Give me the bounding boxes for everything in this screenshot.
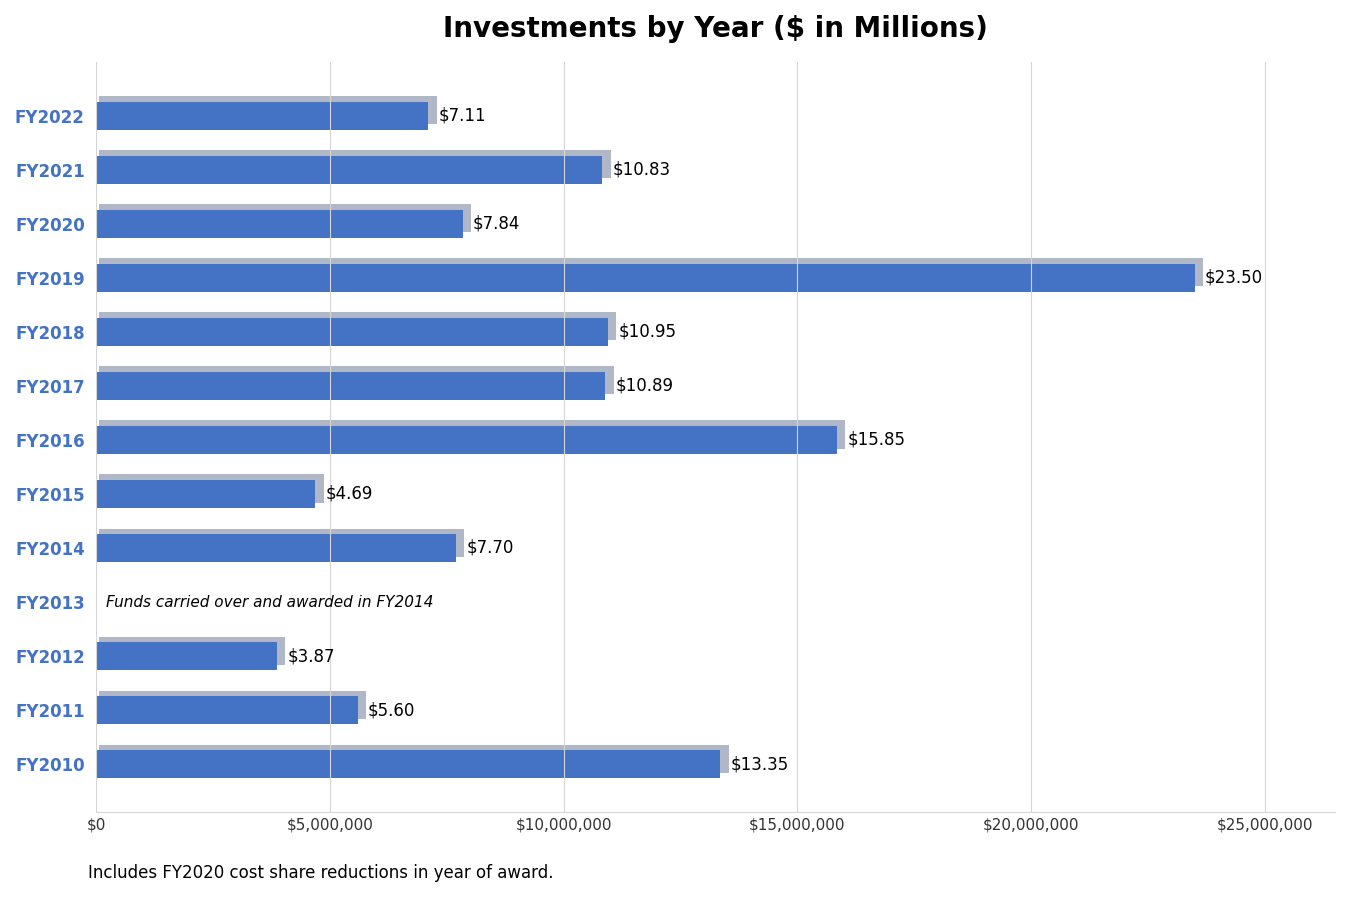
Bar: [96, 155, 602, 184]
Text: $7.11: $7.11: [439, 106, 486, 124]
Text: $10.83: $10.83: [613, 161, 671, 179]
Text: $15.85: $15.85: [848, 431, 906, 449]
Text: $3.87: $3.87: [288, 647, 335, 665]
Bar: [96, 642, 277, 670]
Title: Investments by Year ($ in Millions): Investments by Year ($ in Millions): [443, 15, 988, 43]
Text: $4.69: $4.69: [325, 485, 373, 503]
Bar: [99, 420, 845, 448]
Bar: [99, 529, 464, 557]
Text: $7.84: $7.84: [472, 215, 520, 233]
Bar: [99, 97, 437, 124]
Bar: [99, 150, 610, 179]
Bar: [99, 745, 729, 773]
Text: $23.50: $23.50: [1206, 269, 1264, 287]
Bar: [96, 209, 463, 238]
Bar: [96, 480, 316, 508]
Bar: [96, 696, 358, 724]
Bar: [99, 258, 1203, 286]
Bar: [99, 204, 471, 233]
Bar: [96, 263, 1195, 291]
Text: $10.89: $10.89: [616, 377, 674, 395]
Bar: [96, 372, 605, 400]
Text: $7.70: $7.70: [466, 539, 513, 557]
Text: $10.95: $10.95: [618, 323, 676, 341]
Bar: [96, 426, 837, 454]
Bar: [96, 102, 428, 130]
Text: $5.60: $5.60: [369, 701, 416, 719]
Text: $13.35: $13.35: [730, 755, 788, 773]
Bar: [99, 366, 613, 394]
Text: Includes FY2020 cost share reductions in year of award.: Includes FY2020 cost share reductions in…: [88, 864, 554, 882]
Bar: [99, 474, 324, 502]
Bar: [96, 318, 608, 345]
Bar: [99, 637, 285, 665]
Bar: [99, 312, 617, 340]
Bar: [96, 750, 720, 778]
Text: Funds carried over and awarded in FY2014: Funds carried over and awarded in FY2014: [107, 594, 433, 610]
Bar: [96, 534, 456, 562]
Bar: [99, 691, 366, 719]
